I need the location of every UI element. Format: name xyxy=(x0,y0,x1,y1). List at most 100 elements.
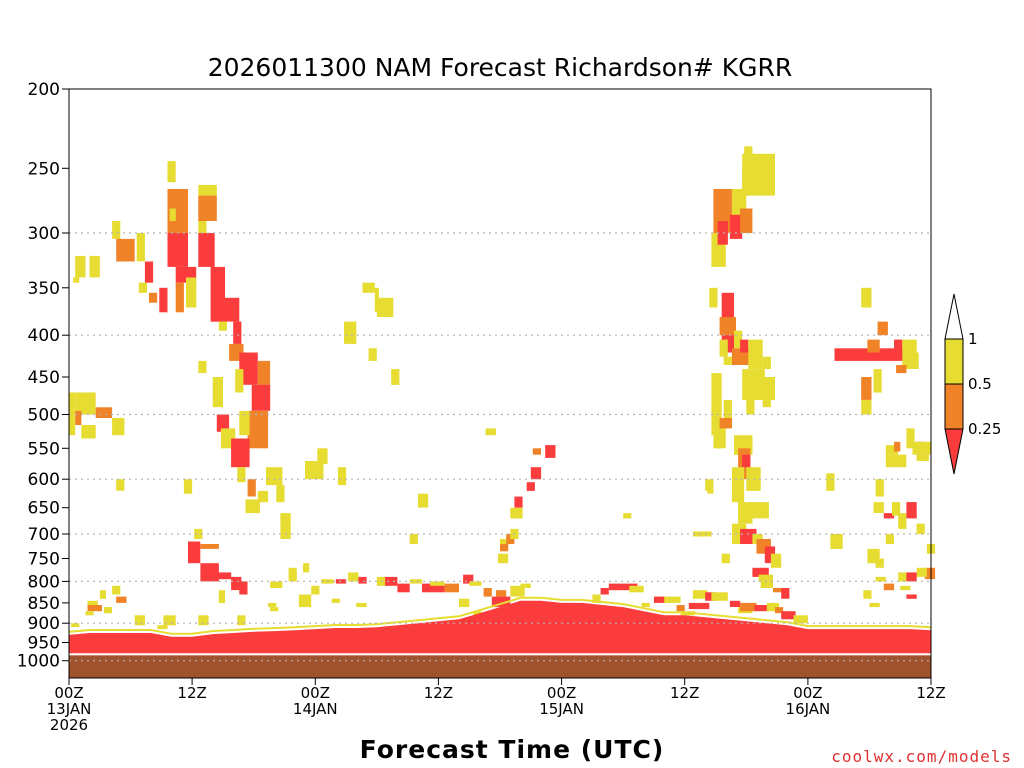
ri-cell xyxy=(781,611,796,620)
ri-cell xyxy=(276,485,285,503)
x-tick-label: 12Z xyxy=(916,684,945,702)
ri-cell xyxy=(676,605,685,612)
ri-cell xyxy=(497,553,509,564)
ri-cell xyxy=(623,513,632,519)
ri-cell xyxy=(719,418,732,429)
ri-cell xyxy=(530,467,542,480)
ri-cell xyxy=(216,572,232,580)
ri-cell xyxy=(167,189,188,234)
ri-cell xyxy=(894,441,901,452)
ri-cell xyxy=(740,339,749,353)
y-tick-label: 250 xyxy=(28,159,60,179)
ri-cell xyxy=(764,546,776,564)
ri-cell xyxy=(869,602,880,608)
ri-cell xyxy=(641,602,650,608)
ri-cell xyxy=(235,369,244,393)
ri-cell xyxy=(875,558,884,568)
credit-text: coolwx.com/models xyxy=(831,747,1012,766)
ri-cell xyxy=(116,596,127,603)
ri-cell xyxy=(861,400,872,415)
ri-cell xyxy=(770,553,782,568)
boundary-layer-region xyxy=(69,600,931,656)
ri-cell xyxy=(510,585,525,597)
ri-cell xyxy=(729,600,741,607)
ri-cell xyxy=(409,534,418,544)
ri-cell xyxy=(775,607,784,614)
ri-cell xyxy=(748,339,763,369)
ri-cell xyxy=(916,523,925,534)
ri-cell xyxy=(212,377,223,408)
ri-cell xyxy=(898,572,909,582)
ri-cell xyxy=(483,588,492,597)
ri-cell xyxy=(280,513,291,539)
ri-cell xyxy=(892,502,901,516)
ri-cell xyxy=(500,544,509,552)
ri-cell xyxy=(200,544,219,549)
ri-cell xyxy=(376,297,394,317)
ri-cell xyxy=(873,502,884,513)
ri-cell xyxy=(766,602,780,612)
ri-cell xyxy=(723,400,732,429)
ri-cell xyxy=(288,567,297,582)
ri-cell xyxy=(317,448,328,465)
ri-cell xyxy=(781,588,790,599)
ri-cell xyxy=(721,553,730,564)
ri-cell xyxy=(237,467,246,483)
ri-cell xyxy=(867,339,880,353)
ri-cell xyxy=(444,583,459,593)
ri-cell xyxy=(163,615,176,626)
x-tick-label: 00Z xyxy=(793,684,822,702)
x-tick-label: 16JAN xyxy=(786,700,831,718)
x-axis-label: Forecast Time (UTC) xyxy=(360,735,665,764)
ri-cell xyxy=(754,605,769,612)
ri-cell xyxy=(112,221,121,239)
ri-cell xyxy=(430,581,445,586)
ri-cell xyxy=(758,377,775,400)
ri-cell xyxy=(463,574,474,584)
ri-cell xyxy=(198,184,217,196)
ri-cell xyxy=(883,583,895,591)
ri-cell xyxy=(183,479,193,494)
ri-cell xyxy=(103,607,113,614)
ri-cell xyxy=(861,377,872,400)
ri-cell xyxy=(469,581,482,586)
ri-cell xyxy=(830,534,843,549)
ri-cell xyxy=(417,493,429,508)
color-legend: 1 0.5 0.25 xyxy=(944,293,1001,475)
y-tick-label: 350 xyxy=(28,279,60,299)
ri-cell xyxy=(368,348,377,361)
ri-cell xyxy=(473,611,482,616)
ri-cell xyxy=(916,454,929,461)
ri-cell xyxy=(707,488,714,494)
ri-cell xyxy=(149,292,158,303)
ri-cell xyxy=(711,592,728,601)
ri-cell xyxy=(709,287,718,308)
ri-cell xyxy=(705,479,714,491)
ri-cell xyxy=(257,360,271,385)
ri-cell xyxy=(75,392,96,415)
ri-cell xyxy=(245,499,260,514)
ri-cell xyxy=(906,502,917,519)
ri-cell xyxy=(719,317,736,336)
ri-cell xyxy=(653,596,667,603)
ri-cell xyxy=(692,590,708,599)
ri-cell xyxy=(692,531,712,537)
ri-cell xyxy=(459,598,470,608)
ri-cell xyxy=(138,282,147,293)
ri-cell xyxy=(885,534,894,544)
ri-cell xyxy=(912,441,931,455)
ri-cell xyxy=(532,448,541,455)
y-tick-label: 850 xyxy=(28,594,60,614)
x-tick-label: 14JAN xyxy=(293,700,338,718)
ri-cell xyxy=(885,454,907,468)
ri-cell xyxy=(266,467,283,486)
ri-cell xyxy=(73,277,80,283)
ri-cell xyxy=(337,467,347,486)
ri-cell xyxy=(303,563,310,573)
ri-cell xyxy=(69,392,76,436)
y-tick-label: 750 xyxy=(28,550,60,570)
ri-cell xyxy=(198,615,209,626)
ri-cell xyxy=(233,321,242,344)
y-tick-label: 700 xyxy=(28,525,60,545)
